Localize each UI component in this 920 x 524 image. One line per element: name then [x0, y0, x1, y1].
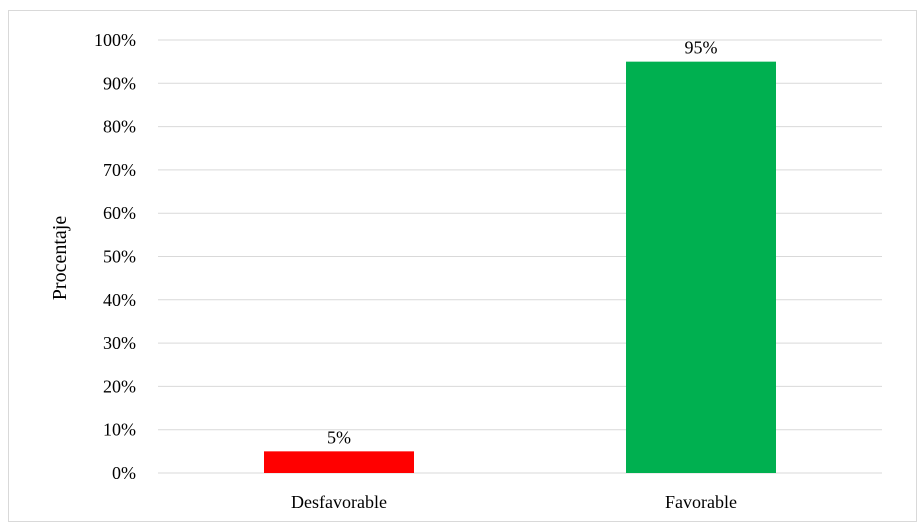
y-tick-label: 70% [103, 160, 136, 180]
data-labels: 5% 95% [327, 38, 718, 448]
x-category-label-desfavorable: Desfavorable [291, 492, 387, 512]
y-tick-label: 30% [103, 333, 136, 353]
y-tick-label: 10% [103, 420, 136, 440]
bars [264, 61, 776, 474]
bar-favorable [626, 61, 776, 474]
y-tick-label: 20% [103, 376, 136, 396]
x-axis-categories: Desfavorable Favorable [291, 492, 737, 512]
y-axis-ticks: 0% 10% 20% 30% 40% 50% 60% 70% 80% 90% 100% [94, 30, 136, 483]
y-tick-label: 40% [103, 290, 136, 310]
data-label-desfavorable: 5% [327, 427, 351, 447]
y-tick-label: 90% [103, 73, 136, 93]
y-tick-label: 50% [103, 247, 136, 267]
y-tick-label: 100% [94, 30, 136, 50]
bar-desfavorable [264, 451, 414, 473]
data-label-favorable: 95% [685, 38, 718, 58]
y-axis-label: Procentaje [49, 216, 71, 301]
y-tick-label: 60% [103, 203, 136, 223]
y-tick-label: 0% [112, 463, 136, 483]
x-category-label-favorable: Favorable [665, 492, 737, 512]
y-tick-label: 80% [103, 117, 136, 137]
